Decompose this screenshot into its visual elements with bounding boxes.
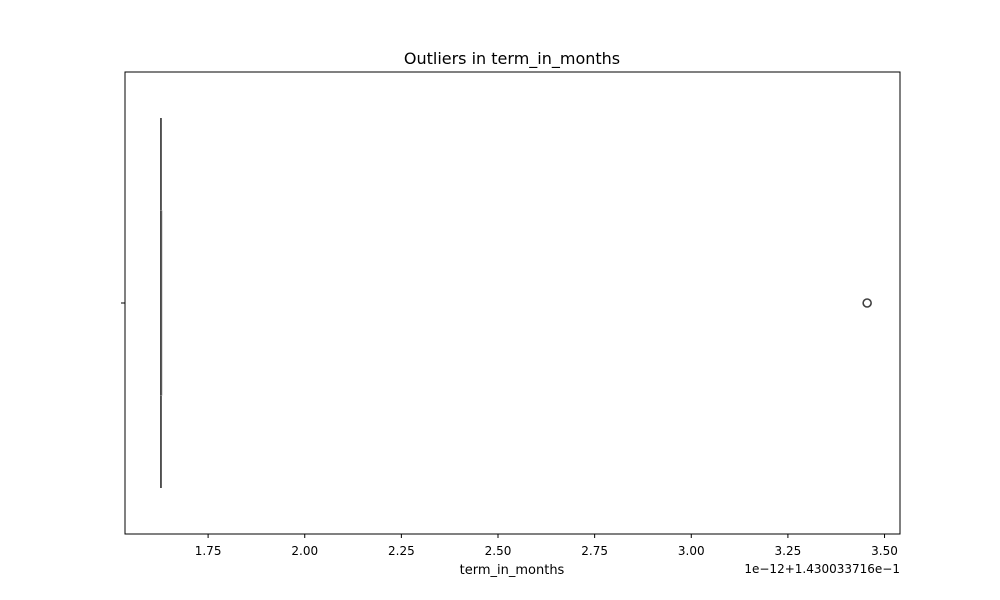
x-tick-label: 1.75 (195, 544, 222, 558)
x-axis-ticks: 1.75 2.00 2.25 2.50 2.75 3.00 3.25 3.50 (195, 534, 898, 558)
chart-title: Outliers in term_in_months (404, 49, 620, 69)
x-tick-label: 2.75 (581, 544, 608, 558)
x-tick-label: 3.50 (871, 544, 898, 558)
outlier-points (862, 298, 872, 308)
x-tick-label: 3.00 (678, 544, 705, 558)
x-axis-title: term_in_months (460, 563, 565, 578)
x-axis-offset-label: 1e−12+1.430033716e−1 (744, 562, 900, 576)
x-tick-label: 3.25 (775, 544, 802, 558)
x-tick-label: 2.50 (485, 544, 512, 558)
x-tick-label: 2.00 (291, 544, 318, 558)
outlier-point (862, 298, 872, 308)
box-plot-series (160, 118, 163, 488)
plot-area-frame (124, 71, 901, 535)
x-tick-label: 2.25 (388, 544, 415, 558)
